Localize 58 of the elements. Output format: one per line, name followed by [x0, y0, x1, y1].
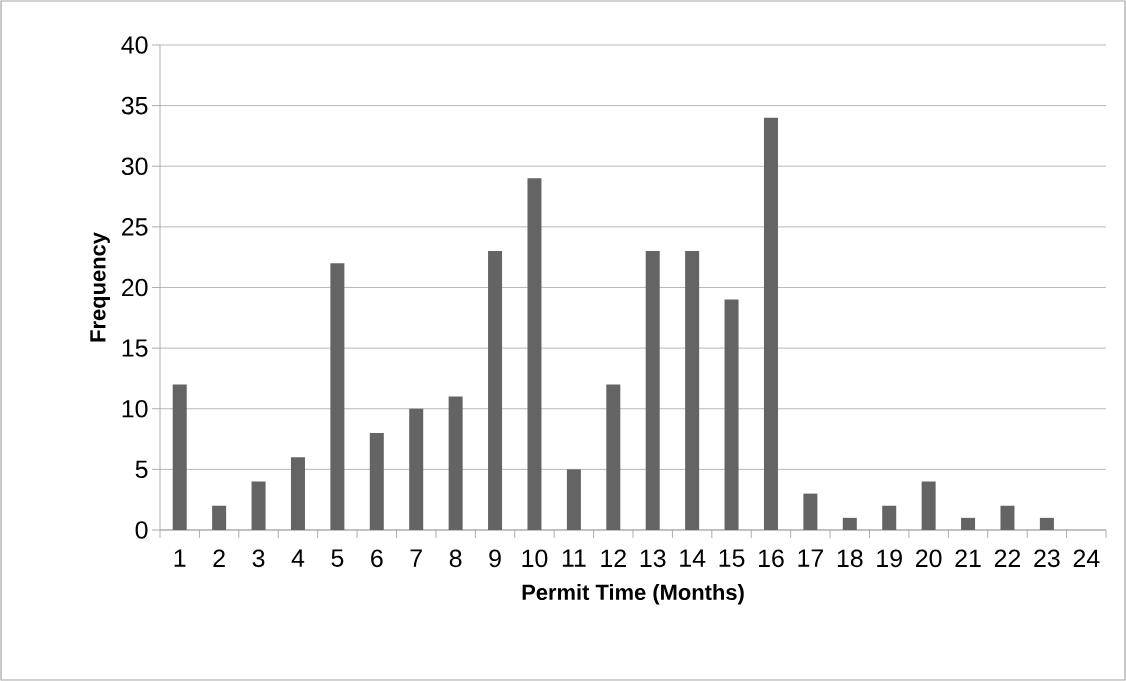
bar: [803, 493, 818, 530]
x-tick-label: 20: [916, 549, 942, 568]
bar: [685, 251, 700, 530]
y-tick-label: 5: [135, 460, 148, 479]
x-tick-label: 23: [1034, 549, 1060, 568]
x-tick-label: 24: [1073, 549, 1100, 567]
x-tick-label: 6: [371, 549, 383, 568]
y-tick-label: 25: [122, 218, 148, 236]
bar: [448, 396, 463, 530]
bar: [172, 384, 187, 530]
x-tick-label: 5: [331, 549, 344, 567]
x-tick-label: 19: [877, 549, 902, 568]
x-tick-label: 14: [680, 549, 706, 567]
x-tick-label: 18: [837, 549, 863, 568]
y-tick-label: 35: [121, 96, 148, 115]
y-tick-label: 0: [135, 521, 148, 539]
x-tick-label: 21: [955, 549, 981, 567]
bar: [645, 251, 660, 530]
bar: [606, 384, 621, 530]
y-tick-label: 10: [122, 399, 148, 418]
bar: [724, 299, 739, 530]
bar: [527, 178, 542, 530]
y-tick-label: 15: [122, 339, 148, 357]
x-tick-label: 22: [994, 549, 1021, 567]
bar: [1039, 517, 1054, 530]
x-tick-label: 15: [719, 549, 745, 567]
y-tick-label: 30: [121, 157, 148, 176]
y-tick-label: 20: [122, 278, 148, 297]
y-axis-title: Frequency: [90, 232, 110, 342]
x-tick-label: 13: [640, 549, 666, 568]
bar: [1000, 505, 1015, 530]
bar: [842, 517, 857, 530]
bar: [921, 481, 936, 530]
x-tick-label: 10: [522, 549, 548, 568]
x-tick-label: 12: [601, 549, 626, 567]
x-tick-label: 16: [759, 549, 784, 568]
x-tick-label: 17: [798, 549, 823, 567]
bar: [882, 505, 897, 530]
bar: [763, 117, 778, 530]
bar: [566, 469, 581, 530]
bar: [330, 263, 345, 530]
x-tick-label: 8: [449, 549, 462, 568]
x-tick-label: 11: [562, 549, 586, 567]
x-axis-title: Permit Time (Months): [522, 583, 744, 605]
x-tick-label: 4: [291, 549, 305, 567]
bar: [488, 251, 503, 530]
x-tick-label: 3: [252, 549, 265, 568]
x-tick-label: 1: [174, 549, 186, 567]
bar: [409, 408, 424, 530]
bar: [369, 432, 384, 530]
bar: [961, 517, 976, 530]
x-tick-label: 9: [489, 549, 501, 568]
bar: [212, 505, 227, 530]
x-tick-label: 2: [213, 549, 225, 567]
x-tick-label: 7: [410, 549, 422, 567]
bar: [251, 481, 266, 530]
y-tick-label: 40: [121, 36, 148, 54]
bar: [290, 457, 305, 530]
